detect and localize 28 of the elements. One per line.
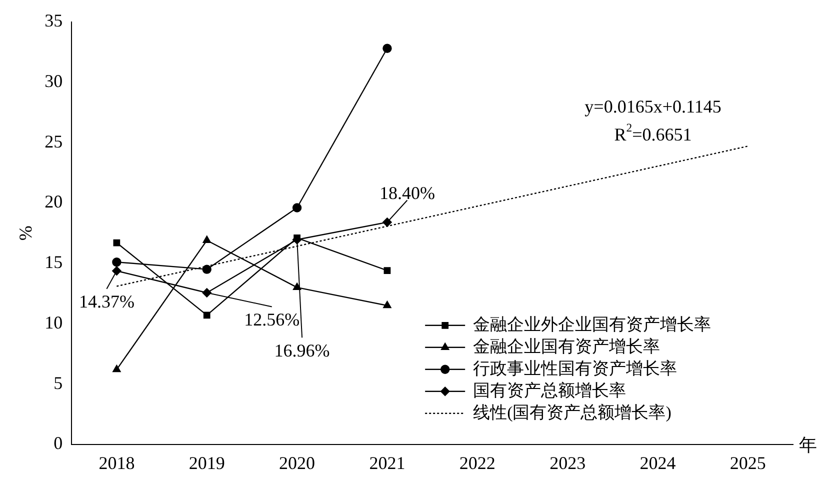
legend-label: 行政事业性国有资产增长率 [473, 358, 678, 378]
x-tick-label: 2018 [98, 452, 135, 473]
y-tick-label: 10 [44, 312, 63, 332]
x-tick-label: 2023 [550, 452, 586, 473]
x-axis-title: 年 [799, 435, 817, 456]
y-tick-label: 25 [44, 131, 63, 152]
data-label: 14.37% [78, 292, 134, 312]
y-tick-label: 5 [54, 372, 63, 393]
y-tick-label: 15 [44, 252, 63, 272]
data-label: 18.40% [379, 182, 435, 203]
legend-label: 金融企业国有资产增长率 [473, 336, 660, 356]
legend-label: 线性(国有资产总额增长率) [473, 402, 672, 422]
y-tick-label: 30 [44, 70, 63, 91]
legend-label: 国有资产总额增长率 [473, 380, 626, 400]
annotation: y=0.0165x+0.1145 [584, 96, 722, 117]
legend-label: 金融企业外企业国有资产增长率 [473, 314, 712, 334]
x-tick-label: 2019 [188, 452, 225, 473]
x-tick-label: 2024 [640, 452, 676, 473]
data-label: 12.56% [244, 309, 300, 330]
data-label: 16.96% [274, 340, 330, 360]
y-tick-label: 20 [44, 192, 63, 212]
x-tick-label: 2020 [279, 452, 316, 473]
y-axis-title: % [16, 226, 36, 241]
y-tick-label: 0 [54, 433, 63, 454]
x-tick-label: 2025 [730, 452, 766, 473]
x-tick-label: 2022 [459, 452, 496, 473]
x-tick-label: 2021 [369, 452, 406, 473]
y-tick-label: 35 [44, 10, 63, 31]
